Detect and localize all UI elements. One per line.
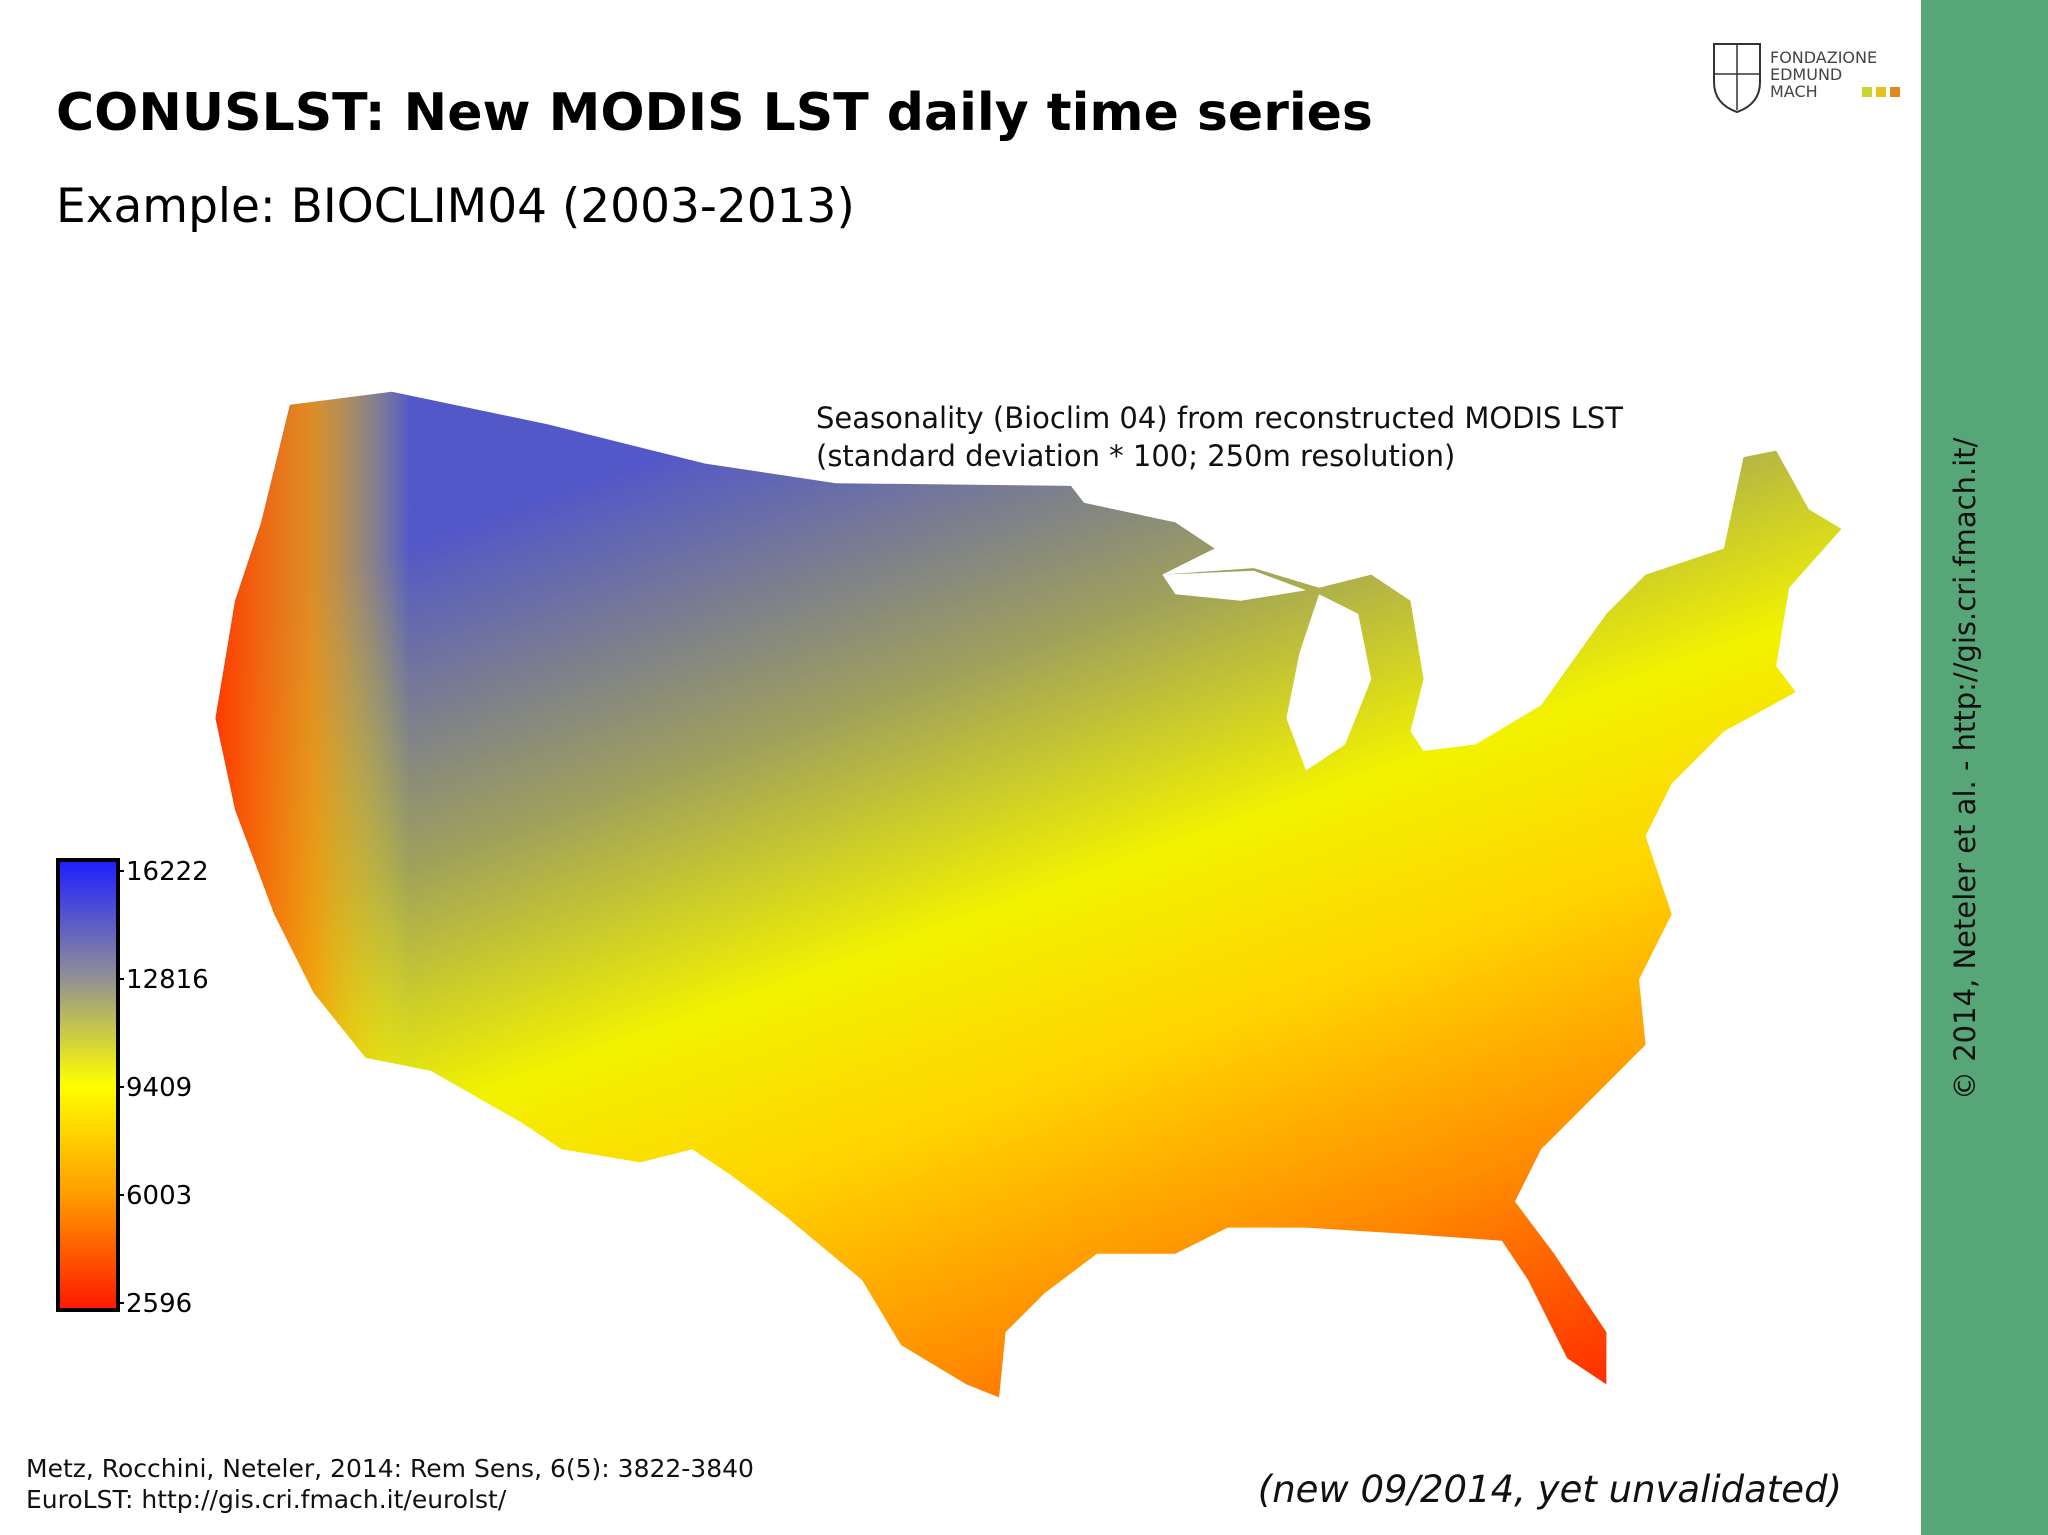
- map-annotation: Seasonality (Bioclim 04) from reconstruc…: [816, 401, 1623, 435]
- logo-square: [1876, 87, 1886, 97]
- legend-tick-label: 6003: [126, 1181, 192, 1211]
- reference: Metz, Rocchini, Neteler, 2014: Rem Sens,…: [26, 1454, 754, 1483]
- coast-shading: [215, 391, 1842, 1398]
- legend-colorbar: [60, 862, 116, 1308]
- legend: 16222 12816 9409 6003 2596: [56, 857, 209, 1319]
- legend-tick-label: 9409: [126, 1073, 192, 1103]
- logo-text: EDMUND: [1770, 65, 1842, 84]
- legend-tick-label: 2596: [126, 1289, 192, 1319]
- map-annotation: (standard deviation * 100; 250m resoluti…: [816, 439, 1455, 473]
- lake-michigan: [1286, 594, 1372, 771]
- sidebar: [1921, 0, 2048, 1535]
- map: [215, 391, 1842, 1398]
- sidebar-text: © 2014, Neteler et al. - http://gis.cri.…: [1948, 437, 1982, 1100]
- title: CONUSLST: New MODIS LST daily time serie…: [56, 83, 1373, 143]
- reference: EuroLST: http://gis.cri.fmach.it/eurolst…: [26, 1485, 507, 1514]
- logo-text: MACH: [1770, 82, 1818, 101]
- logo-square: [1890, 87, 1900, 97]
- logo-text: FONDAZIONE: [1770, 48, 1877, 67]
- note: (new 09/2014, yet unvalidated): [1258, 1468, 1842, 1511]
- logo-shield: [1713, 43, 1761, 114]
- logo-square: [1862, 87, 1872, 97]
- legend-tick-label: 12816: [126, 965, 209, 995]
- subtitle: Example: BIOCLIM04 (2003-2013): [56, 179, 855, 234]
- lake-superior: [1162, 570, 1306, 601]
- legend-tick-label: 16222: [126, 857, 209, 887]
- logo: FONDAZIONE EDMUND MACH: [1713, 43, 1900, 114]
